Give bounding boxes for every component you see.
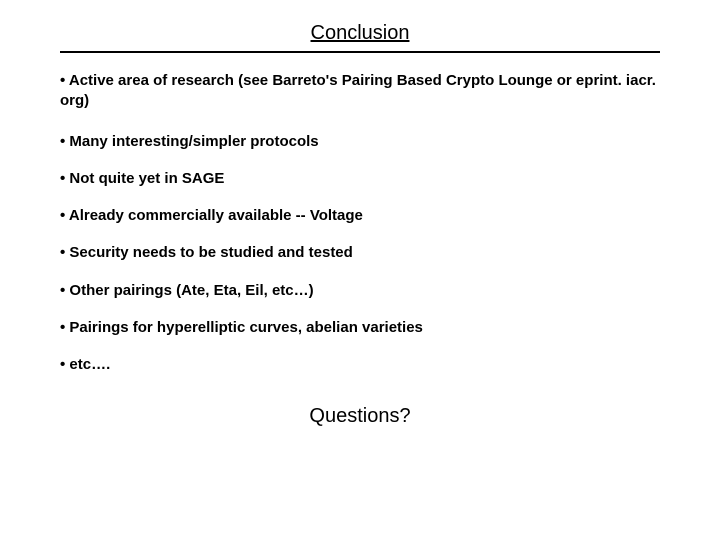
bullet-item: • Other pairings (Ate, Eta, Eil, etc…) [60, 281, 660, 301]
bullet-item: • Not quite yet in SAGE [60, 169, 660, 189]
bullet-item: • Pairings for hyperelliptic curves, abe… [60, 318, 660, 338]
bullet-item: • etc…. [60, 355, 660, 375]
title-rule [60, 51, 660, 53]
slide-title: Conclusion [311, 22, 410, 51]
bullet-item: • Security needs to be studied and teste… [60, 243, 660, 263]
footer-text: Questions? [0, 405, 720, 428]
bullet-list: • Active area of research (see Barreto's… [60, 71, 660, 375]
bullet-item: • Active area of research (see Barreto's… [60, 71, 660, 112]
bullet-item: • Many interesting/simpler protocols [60, 132, 660, 152]
bullet-item: • Already commercially available -- Volt… [60, 206, 660, 226]
